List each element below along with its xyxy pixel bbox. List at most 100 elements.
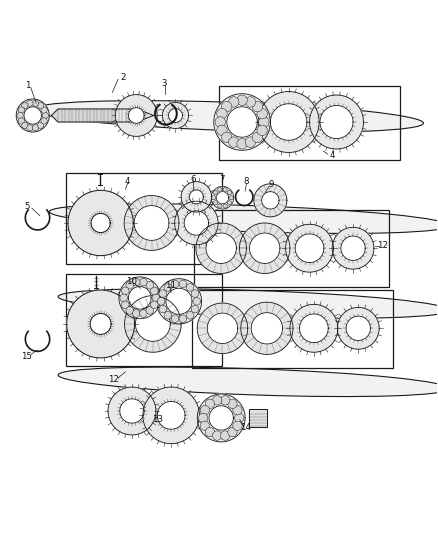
Polygon shape [286, 224, 333, 272]
Circle shape [151, 301, 158, 309]
Polygon shape [197, 303, 248, 353]
Text: 13: 13 [152, 415, 162, 424]
Polygon shape [134, 206, 169, 240]
Polygon shape [156, 279, 201, 324]
Ellipse shape [58, 367, 438, 397]
Circle shape [32, 125, 39, 131]
Polygon shape [310, 95, 364, 149]
Circle shape [17, 112, 23, 119]
Text: 5: 5 [25, 202, 30, 211]
Polygon shape [124, 196, 179, 251]
Polygon shape [214, 94, 270, 150]
Text: 9: 9 [268, 180, 274, 189]
Circle shape [222, 132, 232, 143]
Circle shape [32, 100, 39, 106]
Text: 10: 10 [126, 277, 137, 286]
Polygon shape [251, 313, 283, 344]
Circle shape [198, 413, 208, 423]
Circle shape [18, 118, 25, 124]
Circle shape [252, 101, 263, 112]
Text: 11: 11 [165, 281, 176, 290]
Circle shape [140, 310, 147, 317]
Text: 4: 4 [125, 177, 131, 186]
Polygon shape [341, 236, 365, 261]
Circle shape [233, 406, 242, 415]
Circle shape [38, 102, 44, 109]
Ellipse shape [32, 101, 424, 132]
Polygon shape [16, 99, 49, 132]
Bar [250, 409, 267, 426]
Polygon shape [258, 92, 319, 152]
Text: 14: 14 [240, 423, 251, 432]
Polygon shape [250, 233, 280, 263]
Circle shape [228, 427, 237, 437]
Circle shape [191, 305, 199, 313]
Text: 15: 15 [21, 352, 32, 361]
Circle shape [234, 413, 244, 423]
Polygon shape [162, 102, 188, 128]
Polygon shape [337, 308, 379, 349]
Circle shape [229, 96, 239, 107]
Circle shape [205, 399, 215, 408]
Circle shape [212, 395, 222, 405]
Circle shape [27, 100, 33, 106]
Polygon shape [207, 313, 238, 344]
Polygon shape [119, 277, 161, 319]
Polygon shape [67, 290, 134, 358]
Circle shape [42, 112, 49, 119]
Circle shape [159, 305, 167, 313]
Circle shape [258, 117, 269, 127]
Polygon shape [51, 109, 154, 122]
Text: 7: 7 [220, 175, 225, 184]
Circle shape [126, 281, 134, 289]
Text: 4: 4 [329, 151, 335, 160]
Circle shape [223, 204, 227, 208]
Polygon shape [196, 223, 247, 273]
Polygon shape [184, 211, 208, 235]
Circle shape [257, 125, 267, 135]
Circle shape [38, 122, 44, 128]
Circle shape [191, 290, 199, 297]
Polygon shape [197, 394, 245, 442]
Polygon shape [24, 107, 42, 124]
Circle shape [146, 306, 154, 314]
Bar [192, 290, 393, 368]
Circle shape [171, 280, 179, 288]
Polygon shape [261, 192, 279, 209]
Text: 3: 3 [162, 79, 167, 88]
Ellipse shape [58, 289, 438, 318]
Text: 1: 1 [25, 82, 30, 91]
Circle shape [120, 294, 127, 302]
Circle shape [237, 95, 247, 106]
Circle shape [223, 188, 227, 191]
Circle shape [186, 284, 194, 291]
Polygon shape [320, 106, 353, 139]
Text: 2: 2 [120, 72, 126, 82]
Circle shape [140, 278, 147, 286]
Polygon shape [143, 387, 199, 443]
Text: 12: 12 [377, 241, 388, 250]
Circle shape [200, 406, 210, 415]
Circle shape [257, 108, 267, 119]
Circle shape [22, 122, 28, 128]
Polygon shape [108, 387, 156, 435]
Circle shape [205, 427, 215, 437]
Bar [194, 210, 389, 287]
Circle shape [252, 132, 263, 143]
Circle shape [171, 315, 179, 322]
Circle shape [164, 284, 172, 291]
Polygon shape [209, 406, 233, 430]
Circle shape [152, 294, 160, 302]
Circle shape [213, 201, 218, 205]
Circle shape [237, 139, 247, 149]
Polygon shape [68, 190, 133, 256]
Polygon shape [128, 287, 151, 309]
Polygon shape [346, 316, 371, 341]
Polygon shape [116, 94, 157, 136]
Circle shape [229, 196, 233, 200]
Polygon shape [166, 288, 192, 314]
Circle shape [245, 96, 256, 107]
Circle shape [245, 137, 256, 147]
Polygon shape [295, 234, 324, 263]
Polygon shape [332, 228, 374, 269]
